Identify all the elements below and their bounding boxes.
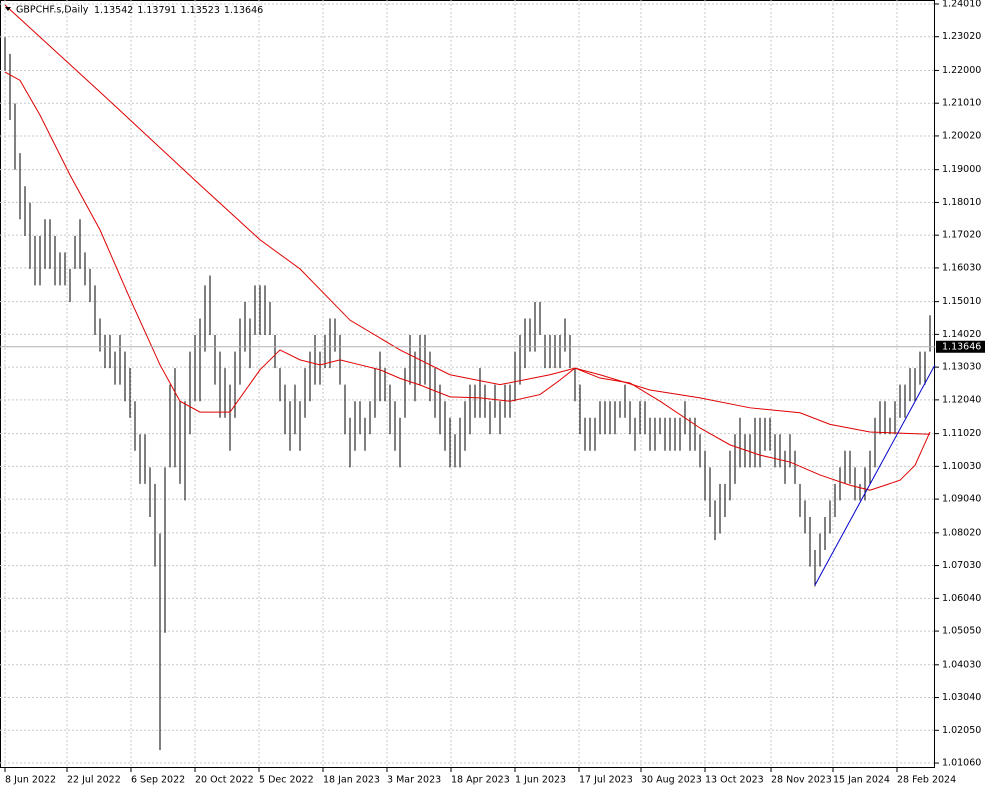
quote-value: 1.13542 [94,5,133,16]
chart-title: GBPCHF.s,Daily [16,5,89,16]
x-tick-label: 22 Jul 2022 [67,775,121,786]
quote-value: 1.13646 [224,5,263,16]
y-tick-label: 1.16030 [942,262,981,273]
y-tick-label: 1.21010 [942,98,981,109]
current-price-label: 1.13646 [942,341,981,352]
moving-average [4,71,931,491]
y-tick-label: 1.24010 [942,0,981,9]
x-tick-label: 6 Sep 2022 [131,775,185,786]
y-tick-label: 1.13030 [942,362,981,373]
y-tick-label: 1.06040 [942,593,981,604]
x-tick-label: 18 Apr 2023 [451,775,510,786]
menu-arrow [5,7,11,11]
x-tick-label: 20 Oct 2022 [195,775,254,786]
trendline [814,364,936,586]
y-tick-label: 1.05050 [942,626,981,637]
x-tick-label: 17 Jul 2023 [579,775,633,786]
x-tick-label: 3 Mar 2023 [387,775,441,786]
grid [0,0,935,768]
y-tick-label: 1.17020 [942,230,981,241]
y-tick-label: 1.10030 [942,461,981,472]
x-tick-label: 8 Jun 2022 [5,775,56,786]
y-tick-label: 1.14020 [942,329,981,340]
marks [0,4,936,751]
y-tick-label: 1.11020 [942,428,981,439]
moving-average [4,4,931,435]
quote-value: 1.13523 [181,5,220,16]
x-tick-label: 18 Jan 2023 [323,775,380,786]
current-price-box [936,340,985,353]
y-tick-label: 1.07030 [942,560,981,571]
y-tick-label: 1.08020 [942,527,981,538]
x-tick-label: 28 Nov 2023 [771,775,832,786]
x-tick-label: 28 Feb 2024 [897,775,956,786]
y-tick-label: 1.02050 [942,725,981,736]
axes: 1.24010 1.23020 1.22000 1.21010 1.20020 1.190… [4,0,985,786]
plot-frame [0,0,935,768]
y-tick-label: 1.22000 [942,65,981,76]
y-tick-label: 1.23020 [942,31,981,42]
y-tick-label: 1.12040 [942,394,981,405]
y-tick-label: 1.01060 [942,758,981,769]
y-tick-label: 1.03040 [942,692,981,703]
y-tick-label: 1.09040 [942,494,981,505]
y-tick-label: 1.19000 [942,164,981,175]
x-tick-label: 1 Jun 2023 [515,775,566,786]
y-tick-label: 1.04030 [942,659,981,670]
quote-value: 1.13791 [137,5,176,16]
quote: 1.13542 1.13791 1.13523 1.13646 [94,5,263,16]
x-tick-label: 13 Oct 2023 [705,775,764,786]
x-tick-label: 5 Dec 2022 [259,775,314,786]
y-tick-label: 1.18010 [942,197,981,208]
y-tick-label: 1.20020 [942,130,981,141]
x-tick-label: 15 Jan 2024 [833,775,890,786]
x-tick-label: 30 Aug 2023 [641,775,702,786]
y-tick-label: 1.15010 [942,296,981,307]
